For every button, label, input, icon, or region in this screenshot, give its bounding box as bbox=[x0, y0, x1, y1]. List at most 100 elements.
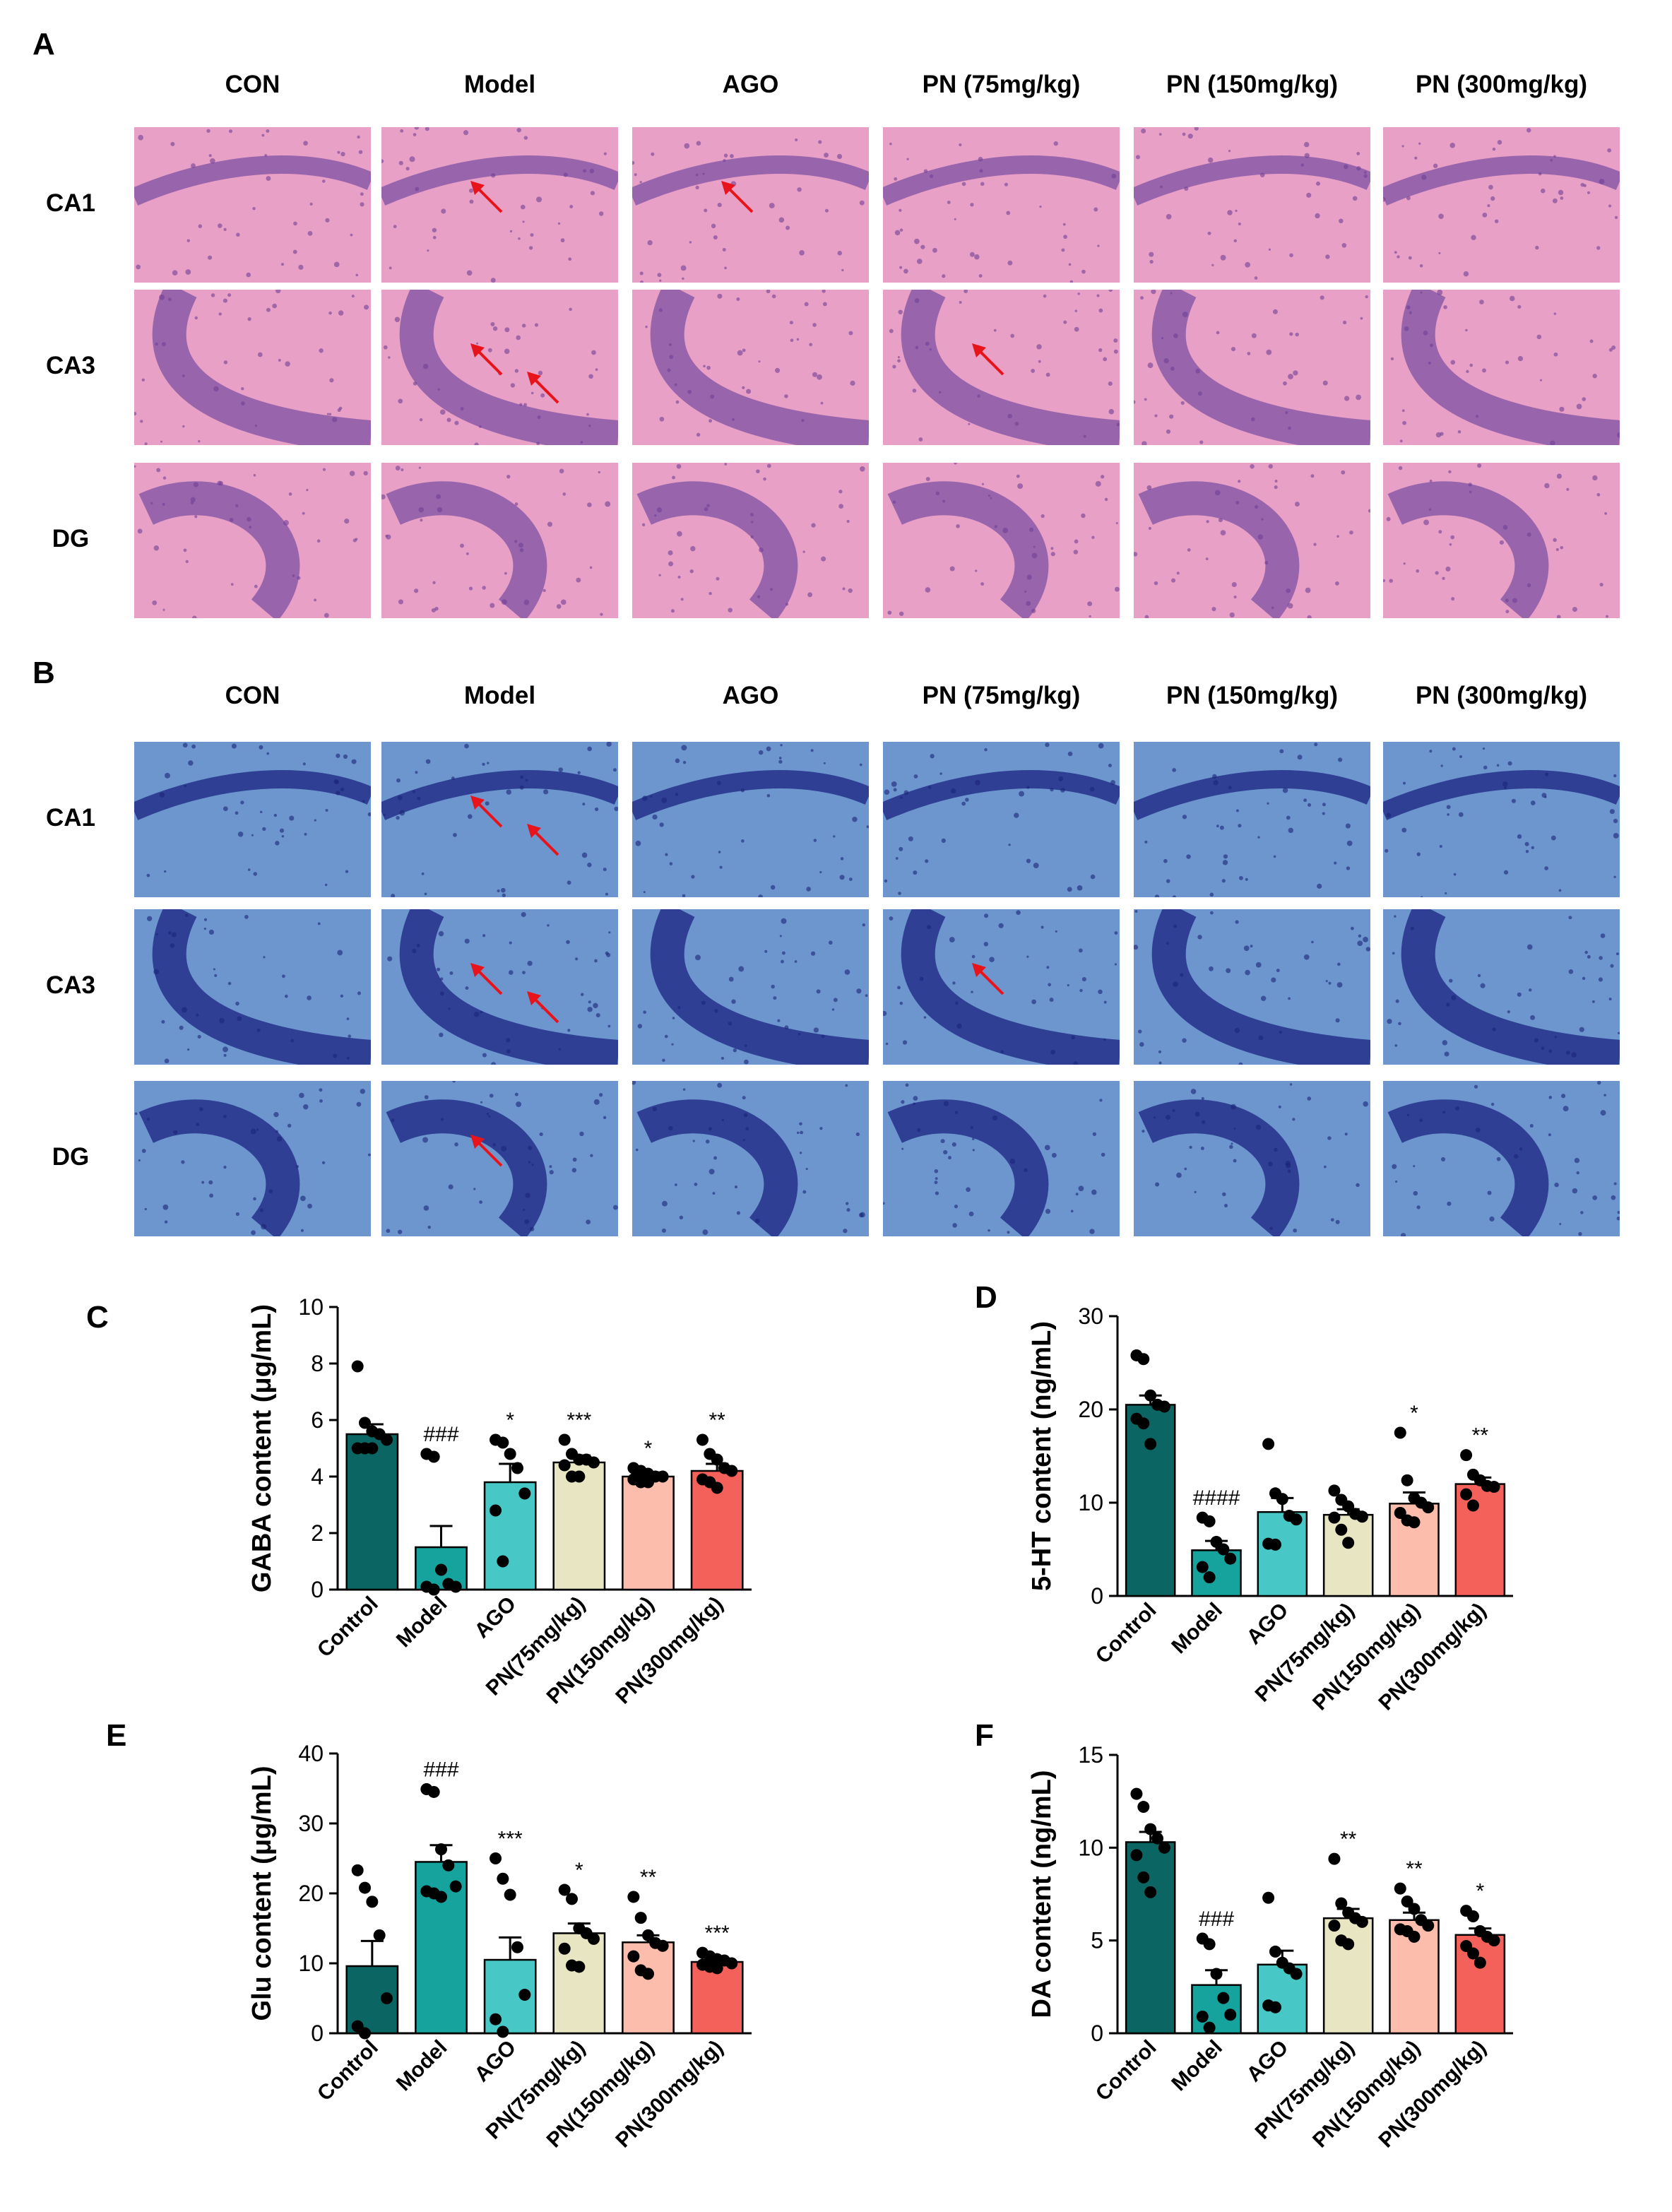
panel-label-c: C bbox=[86, 1300, 109, 1335]
y-tick-label: 10 bbox=[298, 1951, 324, 1976]
y-axis-label: GABA content (μg/mL) bbox=[247, 1304, 277, 1592]
data-point bbox=[366, 1895, 379, 1908]
data-point bbox=[1290, 1968, 1303, 1980]
data-point bbox=[1196, 1561, 1209, 1573]
data-point bbox=[359, 1416, 372, 1429]
category-label: Model bbox=[392, 2036, 452, 2096]
data-point bbox=[1408, 1516, 1421, 1529]
bar bbox=[1322, 1513, 1374, 1597]
red-arrow-icon bbox=[470, 963, 503, 995]
bar bbox=[1191, 1984, 1242, 2035]
data-point bbox=[627, 1891, 640, 1903]
histology-image bbox=[632, 1081, 869, 1236]
data-point bbox=[1269, 1538, 1281, 1551]
histology-image bbox=[381, 127, 618, 283]
data-point bbox=[1422, 1501, 1435, 1514]
data-point bbox=[1217, 1992, 1230, 2004]
y-tick-label: 0 bbox=[311, 1577, 324, 1602]
data-point bbox=[1335, 1523, 1348, 1536]
data-point bbox=[490, 2013, 502, 2025]
significance-label: ** bbox=[640, 1866, 657, 1889]
data-point bbox=[435, 1843, 447, 1856]
bar bbox=[622, 1475, 675, 1591]
data-point bbox=[696, 1433, 709, 1446]
row-label: DG bbox=[52, 525, 90, 552]
data-point bbox=[1466, 1947, 1479, 1960]
histology-image bbox=[632, 742, 869, 897]
data-point bbox=[558, 1459, 571, 1472]
red-arrow-icon bbox=[527, 824, 559, 856]
data-point bbox=[518, 1989, 531, 2001]
significance-label: * bbox=[644, 1437, 653, 1460]
data-point bbox=[566, 1893, 579, 1905]
significance-label: * bbox=[1476, 1880, 1484, 1903]
category-label: Control bbox=[313, 1592, 383, 1662]
histology-image bbox=[1134, 127, 1370, 283]
data-point bbox=[1203, 2021, 1216, 2034]
data-point bbox=[1137, 1417, 1150, 1430]
panel-label-f: F bbox=[975, 1718, 994, 1753]
data-point bbox=[1328, 1484, 1341, 1497]
significance-label: *** bbox=[567, 1409, 591, 1432]
red-arrow-icon bbox=[470, 1135, 503, 1167]
data-point bbox=[1203, 1938, 1216, 1951]
y-tick-label: 4 bbox=[311, 1464, 324, 1489]
y-tick-label: 20 bbox=[1078, 1397, 1103, 1422]
data-point bbox=[1488, 1934, 1500, 1947]
data-point bbox=[1269, 2001, 1281, 2013]
data-point bbox=[642, 1968, 654, 1980]
data-point bbox=[725, 1465, 738, 1477]
data-point bbox=[380, 1992, 393, 2004]
data-point bbox=[442, 1859, 455, 1871]
column-label: PN (150mg/kg) bbox=[1166, 682, 1339, 709]
y-axis-label: DA content (ng/mL) bbox=[1027, 1770, 1057, 2018]
histology-image bbox=[381, 290, 618, 445]
bar bbox=[1322, 1917, 1374, 2035]
histology-image bbox=[883, 742, 1120, 897]
histology-image bbox=[632, 290, 869, 445]
histology-image bbox=[1134, 742, 1370, 897]
y-tick-label: 0 bbox=[1091, 1583, 1103, 1609]
significance-label: * bbox=[506, 1409, 514, 1432]
data-point bbox=[1408, 1930, 1421, 1943]
data-point bbox=[558, 1433, 571, 1446]
histology-image bbox=[1383, 1081, 1620, 1236]
y-tick-label: 15 bbox=[1078, 1742, 1103, 1768]
data-point bbox=[1210, 1968, 1223, 1980]
panel-label-b: B bbox=[32, 656, 55, 690]
data-point bbox=[427, 1450, 440, 1463]
data-point bbox=[504, 1888, 516, 1901]
data-point bbox=[1335, 1897, 1348, 1910]
histology-image bbox=[1134, 909, 1370, 1065]
significance-label: ** bbox=[1406, 1857, 1423, 1881]
data-point bbox=[1217, 1543, 1230, 1556]
data-point bbox=[449, 1580, 462, 1593]
data-point bbox=[435, 1563, 447, 1576]
y-axis-label: 5-HT content (ng/mL) bbox=[1027, 1321, 1057, 1591]
column-label: AGO bbox=[722, 682, 779, 709]
histology-image bbox=[381, 742, 618, 897]
data-point bbox=[558, 1883, 571, 1896]
histology-image bbox=[134, 290, 371, 445]
histology-image bbox=[1134, 463, 1370, 618]
data-point bbox=[1394, 1426, 1406, 1439]
y-tick-label: 10 bbox=[298, 1294, 324, 1320]
row-label: CA1 bbox=[45, 804, 96, 832]
data-point bbox=[1144, 1886, 1157, 1898]
y-tick-label: 0 bbox=[311, 2021, 324, 2046]
histology-image bbox=[883, 1081, 1120, 1236]
panel-label-d: D bbox=[975, 1280, 997, 1315]
column-label: PN (300mg/kg) bbox=[1415, 71, 1588, 98]
category-label: AGO bbox=[470, 1592, 521, 1643]
significance-label: #### bbox=[1193, 1486, 1240, 1510]
data-point bbox=[642, 1476, 654, 1489]
data-point bbox=[1290, 1513, 1303, 1526]
data-point bbox=[627, 1950, 640, 1963]
red-arrow-icon bbox=[527, 372, 559, 404]
data-point bbox=[1137, 1871, 1150, 1883]
data-point bbox=[1262, 1891, 1275, 1904]
significance-label: *** bbox=[498, 1828, 523, 1851]
y-tick-label: 8 bbox=[311, 1351, 324, 1376]
histology-image bbox=[134, 909, 371, 1065]
